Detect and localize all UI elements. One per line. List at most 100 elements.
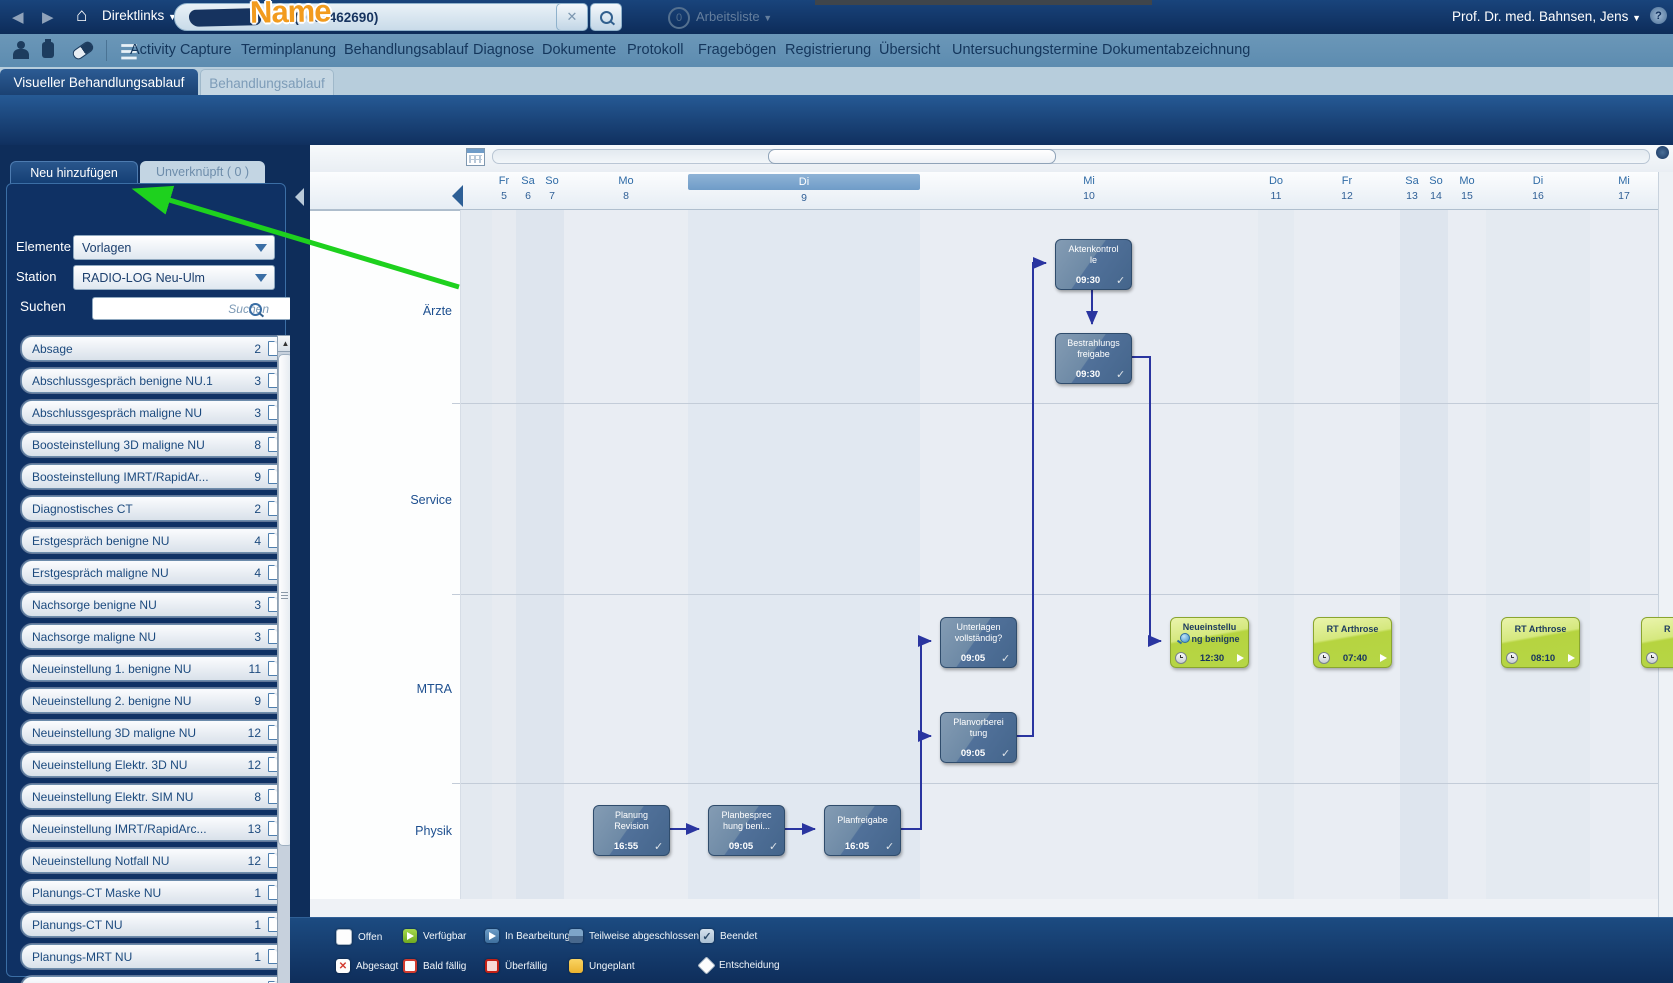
template-item[interactable]: Planungs-CT Maske NU 1	[21, 880, 289, 905]
task-box-planbesprechung[interactable]: Planbesprec hung beni... 09:05 ✓	[708, 805, 785, 856]
template-item[interactable]: Nachsorge benigne NU 3	[21, 592, 289, 617]
chevron-down-icon: ▼	[763, 13, 773, 23]
task-box-rt-arthrose-2[interactable]: RT Arthrose 08:10	[1501, 617, 1580, 668]
day-header[interactable]: Do 11	[1268, 175, 1284, 202]
task-box-aktenkontrolle[interactable]: Aktenkontrol le 09:30 ✓	[1055, 239, 1132, 290]
template-item[interactable]: Erstgespräch maligne NU 4	[21, 560, 289, 585]
template-item[interactable]: Neueinstellung Elektr. 3D NU 12	[21, 752, 289, 777]
direktlinks-menu[interactable]: Direktlinks ▼	[102, 8, 177, 23]
template-item[interactable]: Abschlussgespräch maligne NU 3	[21, 400, 289, 425]
template-item[interactable]: Planungs-CT NU 1	[21, 912, 289, 937]
day-header[interactable]: Mi 10	[1083, 175, 1095, 202]
scrollbar-grip	[281, 592, 288, 593]
template-search-input[interactable]	[92, 297, 292, 320]
tab-visueller-behandlungsablauf[interactable]: Visueller Behandlungsablauf	[0, 69, 198, 95]
patient-id: (0002462690)	[294, 9, 379, 25]
ribbon-item-behandlungsablauf[interactable]: Behandlungsablauf	[344, 42, 469, 58]
template-item[interactable]: Diagnostisches CT 2	[21, 496, 289, 521]
task-box-clipped[interactable]: R	[1641, 617, 1673, 668]
help-icon[interactable]: ?	[1650, 7, 1667, 24]
worklist-menu[interactable]: Arbeitsliste ▼	[696, 9, 772, 24]
back-icon[interactable]: ◀	[12, 9, 24, 26]
task-box-planvorbereitung[interactable]: Planvorberei tung 09:05 ✓	[940, 712, 1017, 763]
template-item[interactable]: Absage 2	[21, 336, 289, 361]
template-item[interactable]: Neueinstellung 1. benigne NU 11	[21, 656, 289, 681]
clock-icon	[1175, 652, 1187, 664]
ribbon-item-dokumentabzeichnung[interactable]: Dokumentabzeichnung	[1102, 42, 1251, 58]
menu-icon[interactable]: ☰	[120, 42, 138, 64]
patient-search-field[interactable]: :inz (0002462690)	[174, 3, 568, 31]
day-header[interactable]: Fr 12	[1341, 175, 1353, 202]
ribbon-item-untersuchungstermine[interactable]: Untersuchungstermine	[952, 42, 1098, 58]
day-header[interactable]: Mi 17	[1618, 175, 1630, 202]
task-box-rt-arthrose-1[interactable]: RT Arthrose 07:40	[1313, 617, 1392, 668]
day-column	[1590, 210, 1659, 899]
forward-icon[interactable]: ▶	[42, 9, 54, 26]
medication-icon[interactable]	[42, 39, 54, 58]
clear-search-button[interactable]: ✕	[556, 3, 588, 31]
day-header[interactable]: Mo 8	[618, 175, 634, 202]
left-panel: Neu hinzufügen Unverknüpft ( 0 ) Element…	[0, 145, 294, 983]
template-item[interactable]: Planungs-MRT NU 1	[21, 944, 289, 969]
divider	[106, 40, 107, 61]
template-item[interactable]: Nachsorge maligne NU 3	[21, 624, 289, 649]
ribbon-item-frageboegen[interactable]: Fragebögen	[698, 42, 777, 58]
task-box-planfreigabe[interactable]: Planfreigabe 16:05 ✓	[824, 805, 901, 856]
station-label: Station	[16, 269, 57, 284]
beendet-icon: ✓	[700, 929, 714, 943]
task-box-planung-revision[interactable]: Planung Revision 16:55 ✓	[593, 805, 670, 856]
scroll-left-icon[interactable]	[452, 185, 463, 207]
timeline-scrollbar-track[interactable]	[492, 149, 1650, 164]
ribbon-item-registrierung[interactable]: Registrierung	[785, 42, 872, 58]
day-column	[1258, 210, 1295, 899]
timeline-day-header	[310, 172, 1673, 211]
template-item[interactable]: Abschlussgespräch benigne NU.1 3	[21, 368, 289, 393]
right-scroll-strip[interactable]	[1658, 172, 1673, 917]
tab-neu-hinzufuegen[interactable]: Neu hinzufügen	[10, 161, 138, 184]
user-menu[interactable]: Prof. Dr. med. Bahnsen, Jens ▼	[1452, 9, 1641, 24]
template-item[interactable]: Neueinstellung Elektr. SIM NU 8	[21, 784, 289, 809]
template-item[interactable]: Neueinstellung 2. benigne NU 9	[21, 688, 289, 713]
day-header[interactable]: So 7	[545, 175, 559, 202]
calendar-mode-icon[interactable]	[466, 148, 485, 166]
template-item[interactable]: Neueinstellung 3D maligne NU 12	[21, 720, 289, 745]
station-dropdown[interactable]: RADIO-LOG Neu-Ulm	[73, 265, 275, 290]
tab-unverknuepft[interactable]: Unverknüpft ( 0 )	[140, 161, 265, 183]
day-header[interactable]: Fr 5	[498, 175, 510, 202]
collapse-panel-icon[interactable]	[295, 188, 304, 206]
day-column	[460, 210, 493, 899]
ribbon-item-dokumente[interactable]: Dokumente	[542, 42, 617, 58]
home-icon[interactable]: ⌂	[76, 5, 88, 26]
ribbon-item-terminplanung[interactable]: Terminplanung	[241, 42, 337, 58]
ueberfaellig-icon	[485, 959, 499, 973]
task-box-neueinstellung-benigne[interactable]: Neueinstellu ng benigne 12:30	[1170, 617, 1249, 668]
day-header[interactable]: Sa 13	[1405, 175, 1419, 202]
template-item[interactable]: Neueinstellung Notfall NU 12	[21, 848, 289, 873]
template-item[interactable]: Boosteinstellung IMRT/RapidAr... 9	[21, 464, 289, 489]
template-item[interactable]: Boosteinstellung 3D maligne NU 8	[21, 432, 289, 457]
task-box-bestrahlungsfreigabe[interactable]: Bestrahlungs freigabe 09:30 ✓	[1055, 333, 1132, 384]
selected-day-band[interactable]: Di	[688, 174, 920, 190]
template-panel-body: Elemente Vorlagen Station RADIO-LOG Neu-…	[6, 183, 294, 983]
task-box-unterlagen-vollstaendig[interactable]: Unterlagen vollständig? 09:05 ✓	[940, 617, 1017, 668]
ribbon-item-activity-capture[interactable]: Activity Capture	[130, 42, 232, 58]
tab-behandlungsablauf[interactable]: Behandlungsablauf	[200, 69, 334, 96]
search-button[interactable]	[590, 3, 622, 31]
offen-icon	[336, 929, 352, 945]
day-header[interactable]: Sa 6	[521, 175, 535, 202]
ribbon-item-protokoll[interactable]: Protokoll	[627, 42, 684, 58]
template-item[interactable]: Erstgespräch benigne NU 4	[21, 528, 289, 553]
template-item[interactable]: Neueinstellung IMRT/RapidArc... 13	[21, 816, 289, 841]
ribbon-item-uebersicht[interactable]: Übersicht	[879, 42, 941, 58]
timeline-options-icon[interactable]	[1656, 146, 1669, 159]
day-header[interactable]: Di 16	[1532, 175, 1544, 202]
patient-icon[interactable]	[13, 41, 29, 59]
day-header[interactable]: Mo 15	[1459, 175, 1475, 202]
day-header[interactable]: 9	[801, 192, 807, 204]
elemente-dropdown[interactable]: Vorlagen	[73, 235, 275, 260]
timeline-scrollbar-thumb[interactable]	[768, 149, 1056, 164]
ribbon-item-diagnose[interactable]: Diagnose	[473, 42, 535, 58]
day-header[interactable]: So 14	[1429, 175, 1443, 202]
pill-icon[interactable]	[70, 39, 96, 62]
